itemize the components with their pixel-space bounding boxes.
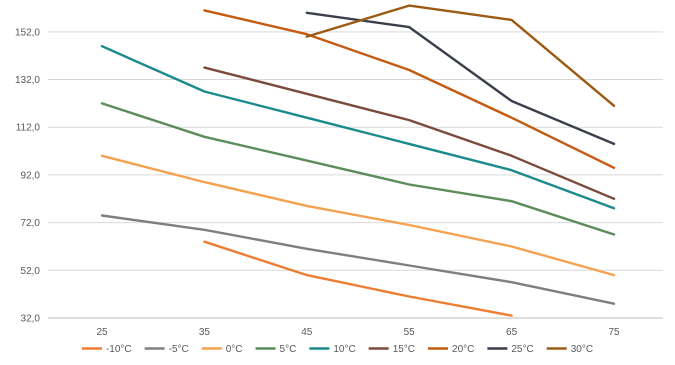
series-line-15°C — [203, 66, 616, 201]
legend-label: 0°C — [226, 344, 243, 355]
legend-label: 15°C — [393, 344, 415, 355]
series-line-30°C — [305, 4, 616, 108]
y-axis-ticks: 32,0 52,0 72,0 92,0 112,0 132,0 152,0 — [15, 27, 40, 324]
legend: -10°C -5°C 0°C 5°C 10°C 15°C 20°C 25°C 30°C — [81, 344, 593, 355]
series-line-10°C — [100, 45, 616, 210]
series-line-0°C — [100, 154, 616, 277]
legend-label: 10°C — [333, 344, 355, 355]
x-tick-label: 75 — [608, 327, 620, 338]
x-tick-label: 35 — [199, 327, 211, 338]
legend-label: 30°C — [571, 344, 593, 355]
x-tick-label: 55 — [404, 327, 416, 338]
series-line-25°C — [305, 11, 616, 146]
series-line--5°C — [100, 214, 616, 305]
legend-label: 20°C — [452, 344, 474, 355]
grid-lines — [48, 31, 663, 319]
series-line-20°C — [203, 9, 616, 170]
series-line-5°C — [100, 102, 616, 236]
y-tick-label: 52,0 — [21, 266, 41, 277]
x-tick-label: 45 — [301, 327, 313, 338]
legend-label: 5°C — [280, 344, 297, 355]
y-tick-label: 132,0 — [15, 75, 40, 86]
x-axis-ticks: 25 35 45 55 65 75 — [96, 327, 620, 338]
legend-label: -10°C — [106, 344, 132, 355]
series-line--10°C — [203, 240, 513, 317]
y-tick-label: 72,0 — [21, 218, 41, 229]
x-tick-label: 25 — [96, 327, 108, 338]
legend-label: 25°C — [511, 344, 533, 355]
legend-label: -5°C — [169, 344, 189, 355]
x-tick-label: 65 — [506, 327, 518, 338]
y-tick-label: 112,0 — [16, 123, 41, 134]
y-tick-label: 92,0 — [21, 170, 41, 181]
y-tick-label: 152,0 — [15, 27, 40, 38]
series-lines — [100, 4, 616, 317]
y-tick-label: 32,0 — [21, 314, 41, 325]
